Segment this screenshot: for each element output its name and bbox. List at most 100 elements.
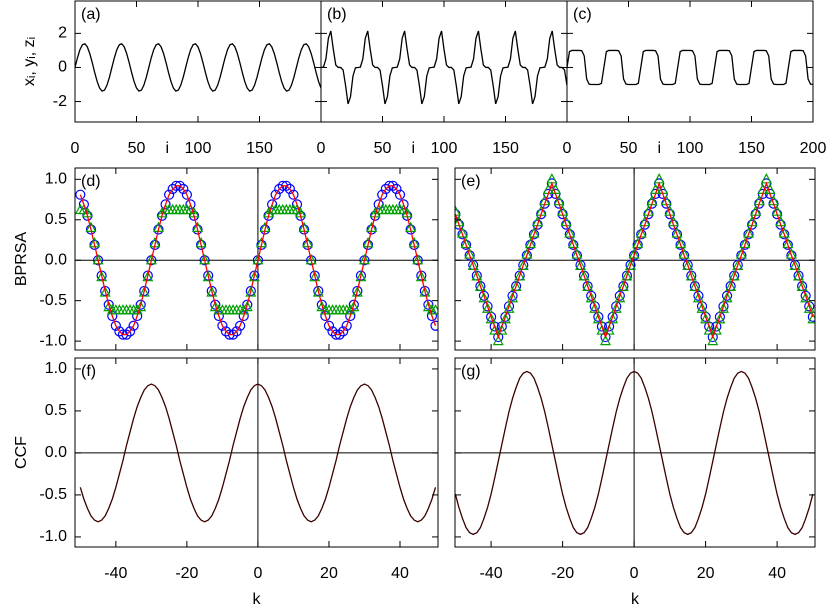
y-axis-label: CCF	[13, 436, 30, 469]
triangle-marker	[635, 227, 647, 238]
triangle-marker	[585, 291, 597, 303]
triangle-marker	[351, 286, 363, 297]
triangle-marker	[614, 291, 626, 303]
triangle-marker	[682, 259, 694, 270]
circle-marker	[391, 183, 402, 195]
circle-marker	[195, 239, 207, 250]
triangle-marker	[610, 302, 622, 313]
triangle-marker	[785, 248, 797, 259]
circle-marker	[338, 326, 349, 337]
circle-marker	[267, 199, 278, 210]
x-axis-label: i	[165, 140, 169, 157]
circle-marker	[316, 299, 327, 310]
series-line	[455, 181, 814, 340]
triangle-marker	[309, 270, 321, 282]
x-tick-label: 40	[768, 565, 786, 582]
triangle-marker	[460, 237, 472, 249]
triangle-marker	[464, 248, 476, 259]
series-line	[79, 383, 437, 523]
triangle-marker	[735, 248, 747, 259]
triangle-marker	[471, 270, 483, 281]
y-tick-label: 1.0	[45, 171, 67, 188]
series-line	[79, 185, 437, 336]
plot-area	[75, 42, 321, 92]
x-tick-label: 0	[71, 140, 80, 157]
x-tick-label: 100	[185, 140, 212, 157]
triangle-marker	[305, 253, 317, 265]
panel-label: (a)	[81, 6, 101, 23]
triangle-marker	[625, 259, 637, 270]
panel-label: (d)	[81, 173, 101, 190]
triangle-marker	[503, 302, 515, 313]
triangle-marker	[574, 259, 586, 270]
triangle-marker	[524, 237, 536, 249]
triangle-marker	[703, 324, 715, 335]
x-axis-label: i	[657, 140, 661, 157]
circle-marker	[362, 239, 374, 250]
x-tick-label: 0	[563, 140, 572, 157]
y-tick-label: -1.0	[39, 528, 67, 545]
circle-marker	[632, 239, 643, 250]
circle-marker	[568, 239, 579, 250]
triangle-marker	[725, 280, 737, 292]
panel-frame	[74, 0, 322, 123]
circle-marker	[210, 299, 221, 310]
triangle-marker	[312, 286, 324, 297]
triangle-marker	[206, 286, 218, 297]
plot-area	[567, 49, 813, 86]
circle-marker	[160, 199, 171, 210]
triangle-marker	[316, 300, 328, 312]
triangle-marker	[184, 203, 196, 215]
triangle-marker	[528, 227, 540, 238]
circle-marker	[192, 224, 203, 235]
triangle-marker	[419, 286, 431, 297]
circle-marker	[782, 239, 793, 250]
circle-marker	[394, 189, 406, 200]
series-line	[455, 370, 814, 536]
triangle-marker	[199, 253, 211, 265]
circle-marker	[457, 229, 468, 240]
x-tick-label: 0	[317, 140, 326, 157]
circle-marker	[736, 250, 747, 261]
triangle-marker	[607, 312, 619, 324]
triangle-marker	[571, 248, 583, 259]
circle-marker	[671, 229, 683, 240]
y-tick-label: 2	[58, 25, 67, 42]
y-axis-label: xᵢ, yᵢ, zᵢ	[21, 37, 38, 86]
triangle-marker	[355, 270, 367, 282]
triangle-marker	[632, 237, 644, 249]
circle-marker	[288, 189, 299, 200]
triangle-marker	[789, 259, 801, 270]
circle-marker	[405, 224, 416, 235]
triangle-marker	[478, 291, 490, 303]
circle-marker	[521, 250, 532, 261]
panel-frame	[320, 0, 568, 123]
triangle-marker	[743, 227, 755, 238]
triangle-marker	[564, 227, 576, 238]
triangle-marker	[92, 253, 104, 265]
y-tick-label: -0.5	[39, 486, 67, 503]
circle-marker	[302, 239, 313, 250]
x-axis-label: k	[253, 591, 262, 606]
triangle-marker	[96, 270, 108, 282]
circle-marker	[693, 290, 704, 301]
triangle-marker	[517, 259, 529, 270]
circle-marker	[185, 199, 196, 210]
triangle-marker	[422, 300, 434, 312]
circle-marker	[341, 320, 352, 331]
triangle-marker	[499, 312, 511, 324]
triangle-marker	[507, 291, 519, 303]
series-line	[75, 42, 321, 92]
panel-frame	[566, 0, 814, 123]
circle-marker	[178, 183, 189, 195]
panel-label: (g)	[461, 363, 481, 380]
panel-label: (c)	[573, 6, 592, 23]
triangle-marker	[628, 248, 640, 259]
x-tick-label: 150	[738, 140, 765, 157]
triangle-marker	[514, 270, 526, 281]
x-tick-label: -20	[551, 565, 574, 582]
y-tick-label: 0	[58, 59, 67, 76]
circle-marker	[779, 229, 790, 240]
triangle-marker	[678, 248, 690, 259]
circle-marker	[373, 199, 384, 210]
